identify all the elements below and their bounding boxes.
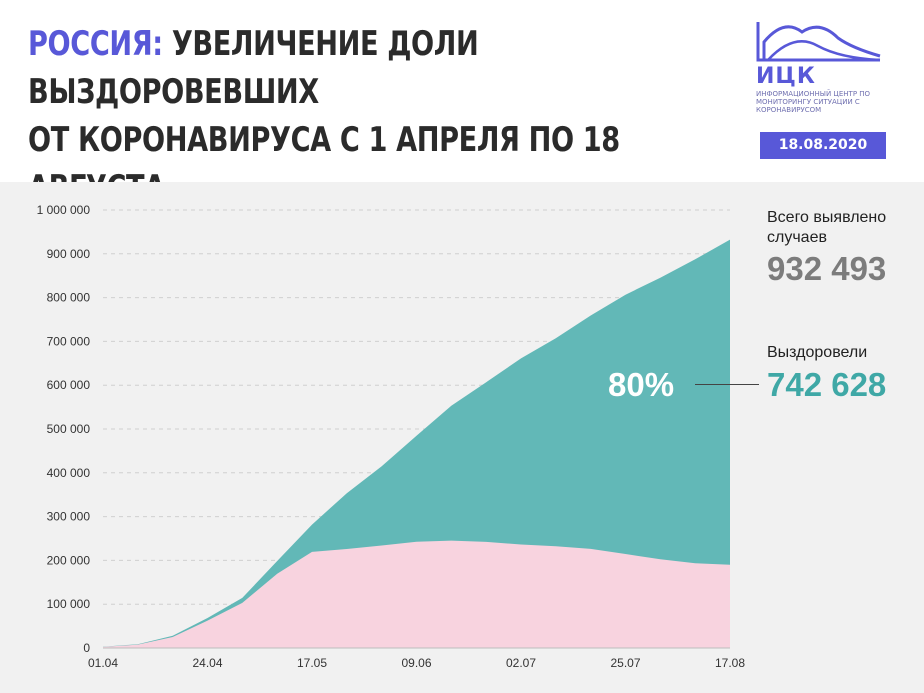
series-area-total: [103, 239, 730, 648]
logo: ИЦК ИНФОРМАЦИОННЫЙ ЦЕНТР ПО МОНИТОРИНГУ …: [748, 18, 898, 114]
y-tick-label: 600 000: [47, 378, 91, 392]
area-chart: 0 100 000 200 000 300 000 400 000 500 000 600 …: [37, 203, 746, 670]
y-tick-label: 900 000: [47, 247, 91, 261]
x-tick-label: 17.05: [297, 656, 327, 670]
title-accent: РОССИЯ:: [28, 24, 163, 64]
logo-mark-icon: [756, 22, 881, 62]
x-tick-label: 25.07: [610, 656, 640, 670]
y-tick-label: 400 000: [47, 466, 91, 480]
y-tick-label: 200 000: [47, 553, 91, 567]
y-tick-label: 300 000: [47, 510, 91, 524]
chart-areas: [103, 239, 730, 649]
x-tick-label: 17.08: [715, 656, 745, 670]
recovered-value: 742 628: [767, 366, 887, 403]
y-tick-label: 100 000: [47, 597, 91, 611]
x-tick-label: 09.06: [401, 656, 431, 670]
chart-area: 0 100 000 200 000 300 000 400 000 500 000 600 …: [0, 182, 924, 693]
y-tick-label: 0: [83, 641, 90, 655]
logo-abbr: ИЦК: [756, 64, 816, 89]
y-tick-label: 700 000: [47, 334, 91, 348]
x-tick-label: 01.04: [88, 656, 118, 670]
recovered-share: 80%: [608, 366, 675, 403]
date-badge: 18.08.2020: [760, 132, 886, 159]
recovered-label: Выздоровели: [767, 344, 868, 361]
y-tick-label: 1 000 000: [37, 203, 91, 217]
y-axis-ticks: 0 100 000 200 000 300 000 400 000 500 000 600 …: [37, 203, 91, 655]
y-tick-label: 800 000: [47, 291, 91, 305]
x-axis-ticks: 01.04 24.04 17.05 09.06 02.07 25.07 17.08: [88, 656, 745, 670]
recovered-pointer-line: [695, 384, 759, 385]
header: РОССИЯ: УВЕЛИЧЕНИЕ ДОЛИ ВЫЗДОРОВЕВШИХ ОТ…: [0, 0, 924, 208]
total-cases-value: 932 493: [767, 250, 887, 287]
series-area-active: [103, 540, 730, 648]
logo-subtitle: ИНФОРМАЦИОННЫЙ ЦЕНТР ПО МОНИТОРИНГУ СИТУ…: [756, 90, 871, 114]
x-tick-label: 02.07: [506, 656, 536, 670]
x-tick-label: 24.04: [192, 656, 222, 670]
y-tick-label: 500 000: [47, 422, 91, 436]
total-cases-label: Всего выявлено случаев: [767, 209, 887, 246]
title-line1: УВЕЛИЧЕНИЕ ДОЛИ ВЫЗДОРОВЕВШИХ: [28, 24, 479, 112]
